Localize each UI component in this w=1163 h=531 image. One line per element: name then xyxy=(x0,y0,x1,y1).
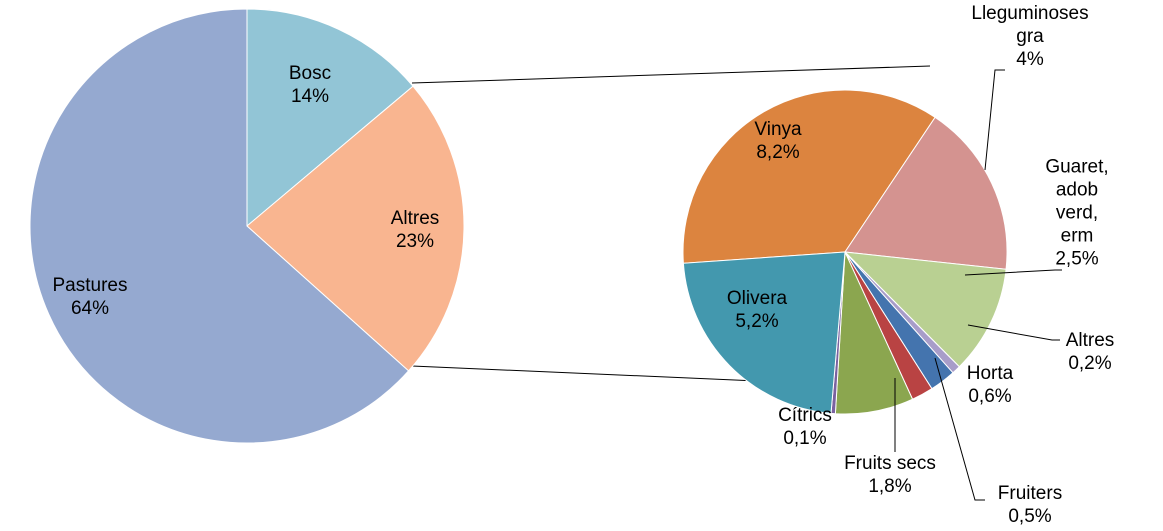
value-label: 0,1% xyxy=(783,428,827,449)
data-label: Fruits secs 1,8% xyxy=(844,452,936,498)
pie-slice xyxy=(246,85,465,372)
pie-slice xyxy=(246,8,414,228)
leader-line xyxy=(934,357,985,501)
value-label: 5,2% xyxy=(735,311,779,332)
category-label: Altres xyxy=(390,208,440,229)
category-label: Fruiters xyxy=(997,483,1063,504)
value-label: 1,8% xyxy=(868,476,912,497)
category-label: Cítrics xyxy=(778,405,832,426)
data-label: Olivera 5,2% xyxy=(727,287,787,333)
value-label: 23% xyxy=(395,231,435,252)
pie-slice xyxy=(682,251,846,414)
data-label: Altres 23% xyxy=(391,207,440,253)
value-label: 64% xyxy=(70,298,110,319)
leader-line xyxy=(967,324,1060,341)
value-label: 0,5% xyxy=(1008,506,1052,527)
data-label: Fruiters 0,5% xyxy=(998,482,1062,528)
leader-line xyxy=(964,269,1062,276)
data-label: Horta 0,6% xyxy=(967,362,1013,408)
data-label: Bosc 14% xyxy=(289,62,331,108)
value-label: 0,2% xyxy=(1068,353,1112,374)
value-label: 14% xyxy=(290,86,330,107)
category-label: Fruits secs xyxy=(844,453,936,474)
pie-slice xyxy=(682,89,936,264)
category-label: Cereals/ Lleguminoses gra xyxy=(971,0,1089,47)
connector-line xyxy=(411,65,931,84)
data-label: Guaret, adob verd, erm 2,5% xyxy=(1034,156,1120,271)
category-label: Olivera xyxy=(726,288,788,309)
data-label: Altres 0,2% xyxy=(1066,329,1115,375)
pie-slice xyxy=(844,116,1008,270)
category-label: Pastures xyxy=(52,275,128,296)
pie-slice xyxy=(29,8,410,444)
pie-slice xyxy=(843,251,1007,368)
category-label: Bosc xyxy=(288,63,332,84)
category-label: Altres xyxy=(1065,330,1115,351)
category-label: Guaret, adob verd, erm xyxy=(1045,156,1109,247)
data-label: Vinya 8,2% xyxy=(754,118,801,164)
data-label: Cítrics 0,1% xyxy=(778,404,832,450)
data-label: Pastures 64% xyxy=(53,274,128,320)
leader-line xyxy=(984,69,1005,171)
category-label: Vinya xyxy=(754,119,802,140)
value-label: 0,6% xyxy=(968,386,1012,407)
category-label: Horta xyxy=(966,363,1014,384)
value-label: 2,5% xyxy=(1055,248,1099,270)
value-label: 8,2% xyxy=(756,142,800,163)
value-label: 4% xyxy=(1016,49,1044,70)
